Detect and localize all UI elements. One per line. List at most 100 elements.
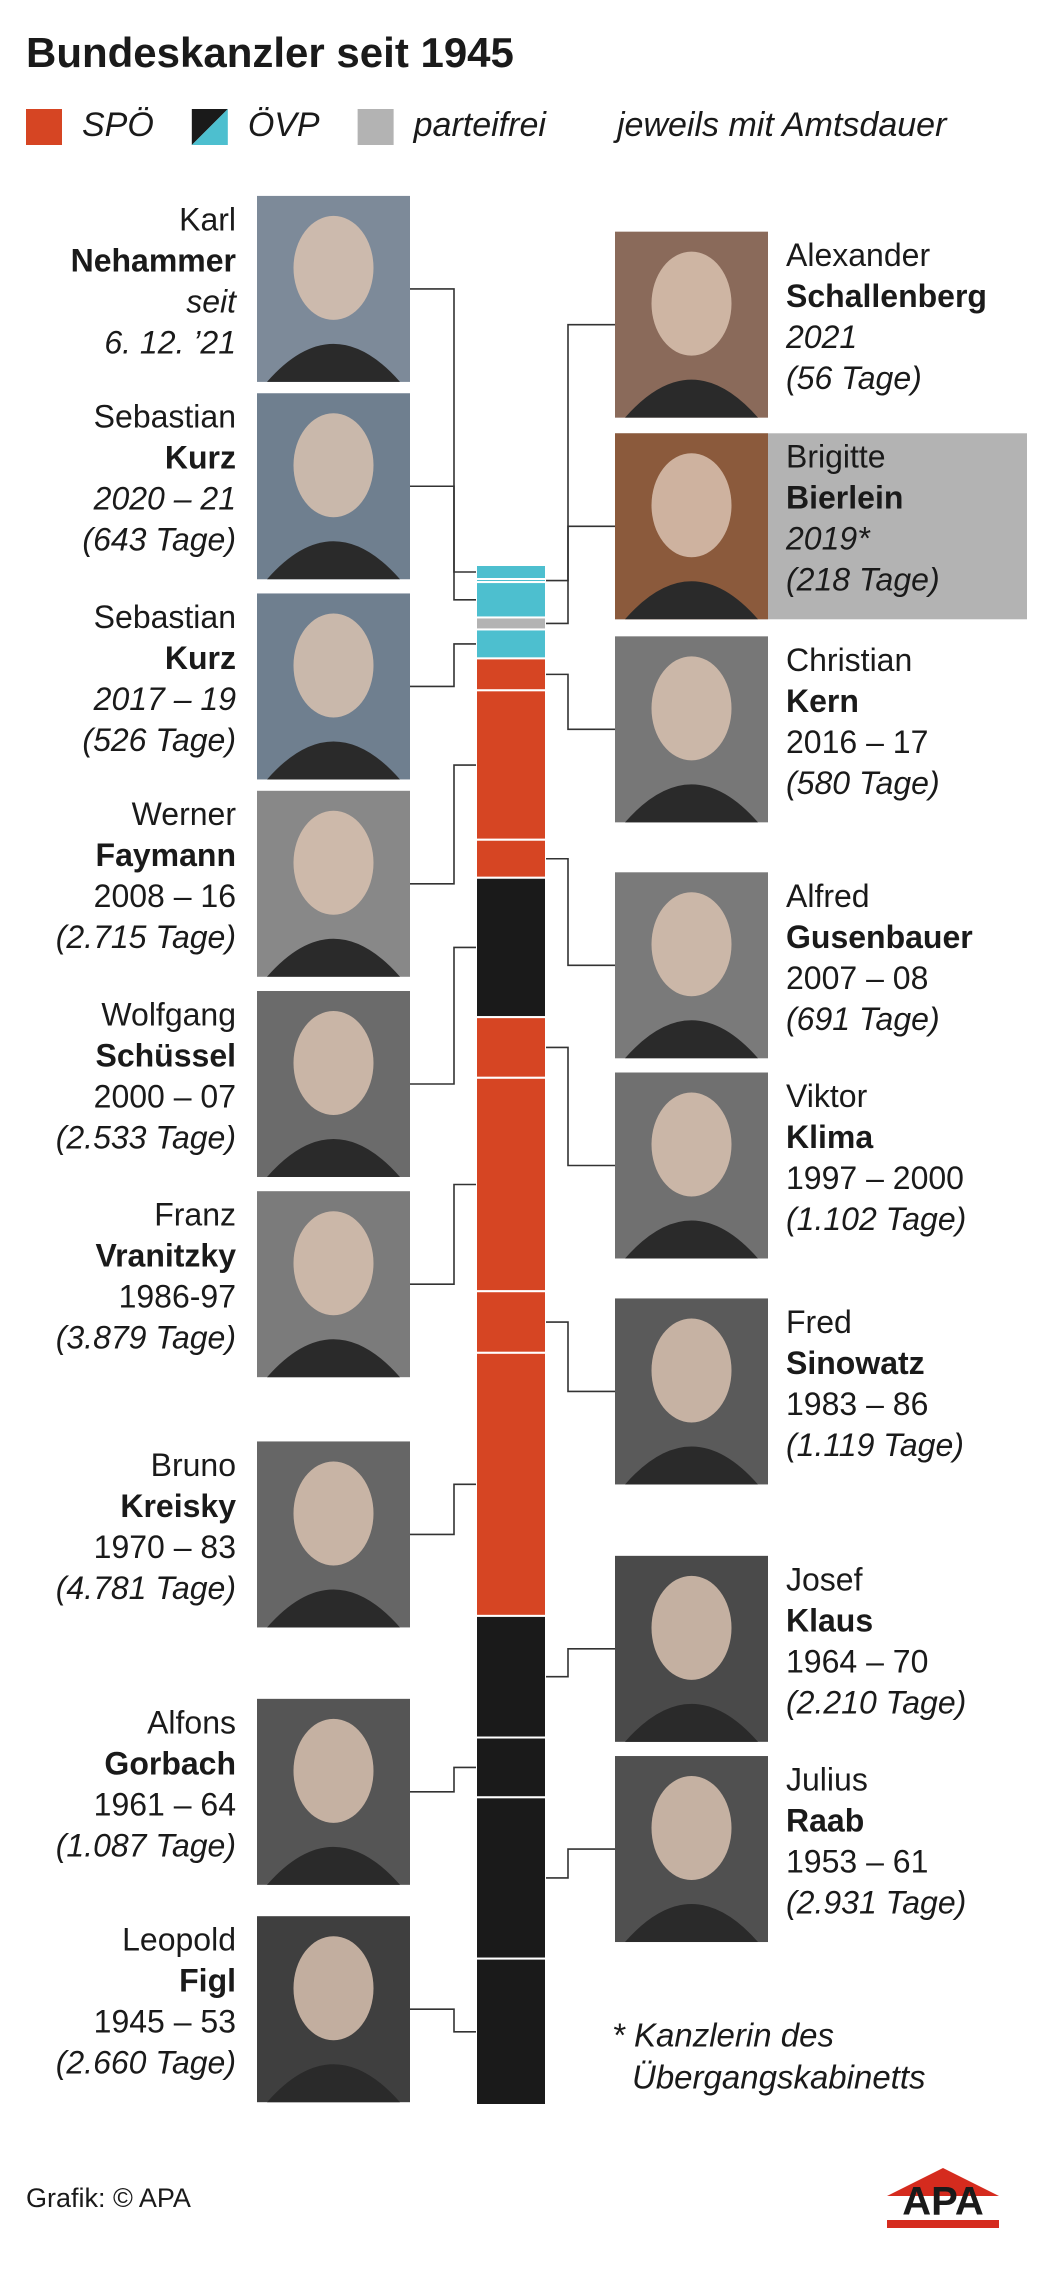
last-name: Gorbach	[104, 1745, 236, 1781]
portrait-body	[625, 1020, 758, 1059]
first-name: Christian	[786, 642, 912, 678]
portrait-head	[651, 892, 732, 997]
legend-label: parteifrei	[413, 106, 548, 144]
term: 2019*	[785, 521, 871, 557]
portrait-head	[293, 1718, 374, 1823]
last-name: Gusenbauer	[786, 919, 973, 955]
connector	[546, 673, 615, 731]
portrait-body	[625, 1904, 758, 1943]
portrait-body	[267, 1138, 400, 1177]
last-name: Nehammer	[71, 242, 236, 278]
bar-segment	[475, 1290, 547, 1354]
legend-swatch	[191, 109, 228, 145]
last-name: Klima	[786, 1119, 873, 1155]
credit: Grafik: © APA	[26, 2183, 191, 2213]
connector	[410, 1483, 476, 1536]
legend-label: ÖVP	[248, 106, 320, 144]
connector	[546, 1648, 615, 1678]
bar-segment	[475, 564, 547, 580]
last-name: Kurz	[165, 440, 236, 476]
portrait-body	[267, 1339, 400, 1378]
last-name: Kurz	[165, 640, 236, 676]
portrait-body	[267, 938, 400, 977]
logo-roof	[887, 2168, 999, 2196]
term: 2020 – 21	[93, 481, 236, 517]
duration: (2.210 Tage)	[786, 1684, 966, 1720]
portrait-head	[651, 656, 732, 761]
term: 1953 – 61	[786, 1843, 928, 1879]
bar-segment	[475, 581, 547, 619]
first-name: Bruno	[151, 1447, 236, 1483]
bar-segment	[475, 616, 547, 631]
duration: (2.533 Tage)	[56, 1119, 236, 1155]
legend-swatch	[357, 109, 394, 145]
first-name: Alfons	[147, 1704, 236, 1740]
term: 2007 – 08	[786, 960, 928, 996]
footnote: * Kanzlerin des	[612, 2017, 834, 2054]
term: 1997 – 2000	[786, 1160, 964, 1196]
connector	[410, 946, 476, 1085]
connector	[410, 1766, 476, 1793]
term: 2000 – 07	[94, 1078, 236, 1114]
duration: (1.087 Tage)	[56, 1827, 236, 1863]
last-name: Figl	[179, 1963, 236, 1999]
duration: (4.781 Tage)	[56, 1570, 236, 1606]
duration: (2.715 Tage)	[56, 919, 236, 955]
title: Bundeskanzler seit 1945	[26, 29, 514, 76]
duration: (1.119 Tage)	[786, 1427, 964, 1463]
portrait-body	[267, 343, 400, 382]
portrait-head	[651, 1318, 732, 1423]
last-name: Raab	[786, 1802, 864, 1838]
bar-segment	[475, 1796, 547, 1960]
portrait-head	[293, 1461, 374, 1566]
term: seit	[186, 283, 237, 319]
portrait-head	[293, 613, 374, 718]
last-name: Vranitzky	[95, 1238, 236, 1274]
connector	[410, 764, 476, 885]
term: 1986-97	[119, 1279, 236, 1315]
portrait-body	[267, 541, 400, 580]
bar-segment	[475, 1076, 547, 1293]
bar-segment	[475, 1351, 547, 1617]
term: 1964 – 70	[786, 1643, 928, 1679]
portrait-head	[293, 215, 374, 320]
legend-label: SPÖ	[82, 106, 154, 144]
bar-segment	[475, 657, 547, 692]
last-name: Schallenberg	[786, 278, 987, 314]
duration: (1.102 Tage)	[786, 1201, 966, 1237]
term: 1961 – 64	[94, 1786, 236, 1822]
first-name: Alexander	[786, 237, 930, 273]
portrait-body	[625, 784, 758, 823]
connector	[546, 857, 615, 967]
duration: (218 Tage)	[786, 562, 940, 598]
portrait-head	[651, 1776, 732, 1881]
connector	[546, 1848, 615, 1879]
portrait-body	[625, 1446, 758, 1485]
first-name: Brigitte	[786, 439, 886, 475]
bar-segment	[475, 876, 547, 1019]
first-name: Sebastian	[94, 599, 236, 635]
portrait-head	[293, 1936, 374, 2041]
duration: 6. 12. ’21	[104, 324, 236, 360]
first-name: Sebastian	[94, 399, 236, 435]
last-name: Sinowatz	[786, 1345, 925, 1381]
portrait-body	[625, 379, 758, 418]
last-name: Kern	[786, 683, 859, 719]
connector	[546, 1321, 615, 1393]
term: 2017 – 19	[93, 681, 237, 717]
portrait-body	[267, 2064, 400, 2103]
duration: (3.879 Tage)	[56, 1320, 236, 1356]
connector	[410, 643, 476, 688]
portrait-body	[625, 581, 758, 620]
portrait-body	[267, 1846, 400, 1885]
bar-segment	[475, 689, 547, 841]
last-name: Kreisky	[120, 1488, 236, 1524]
duration: (2.931 Tage)	[786, 1884, 966, 1920]
duration: (691 Tage)	[786, 1001, 940, 1037]
bar-segment	[475, 628, 547, 660]
connector	[546, 1046, 615, 1167]
portrait-body	[625, 1703, 758, 1742]
logo: APA	[902, 2180, 983, 2224]
logo-bar	[887, 2220, 999, 2228]
